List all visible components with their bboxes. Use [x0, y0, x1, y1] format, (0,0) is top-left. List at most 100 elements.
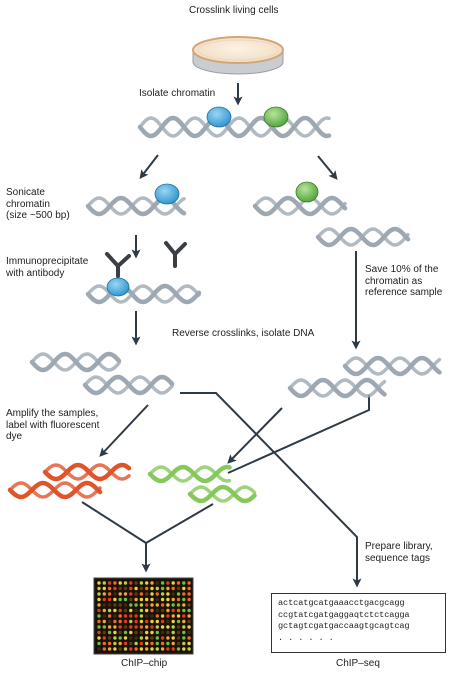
array-spot [134, 636, 138, 640]
array-spot [176, 625, 181, 629]
array-spot [118, 581, 122, 585]
array-spot [187, 608, 191, 613]
sequence-line: . . . . . . [278, 632, 334, 643]
array-spot [134, 597, 138, 602]
array-spot [134, 614, 138, 618]
array-spot [123, 625, 128, 629]
array-spot [129, 608, 133, 613]
array-spot [113, 586, 117, 591]
dna-helix-green-labeled [147, 464, 232, 484]
label-prepare-library: Prepare library, sequence tags [365, 541, 433, 564]
array-spot [166, 636, 170, 640]
array-spot [150, 597, 154, 602]
array-spot [155, 641, 159, 646]
dna-helix-red-labeled [42, 462, 132, 482]
array-spot [155, 630, 159, 635]
array-spot [150, 641, 154, 646]
array-spot [134, 641, 138, 646]
array-spot [134, 625, 138, 629]
array-spot [176, 581, 181, 585]
array-spot [166, 647, 170, 651]
array-spot [155, 614, 159, 618]
label-sonicate: Sonicate chromatin (size ~500 bp) [6, 187, 70, 221]
array-spot [113, 625, 117, 629]
array-spot [102, 603, 107, 607]
array-spot [160, 603, 165, 607]
array-spot [107, 603, 112, 607]
array-spot [97, 625, 101, 629]
array-spot [171, 647, 175, 651]
array-spot [155, 636, 159, 640]
array-spot [145, 592, 149, 596]
array-spot [145, 625, 149, 629]
array-spot [129, 592, 133, 596]
array-spot [134, 608, 138, 613]
array-spot [155, 597, 159, 602]
array-spot [145, 586, 149, 591]
array-spot [150, 625, 154, 629]
array-spot [118, 586, 122, 591]
array-spot [155, 586, 159, 591]
array-spot [182, 608, 186, 613]
array-spot [134, 630, 138, 635]
array-spot [145, 614, 149, 618]
array-spot [107, 625, 112, 629]
array-spot [97, 630, 101, 635]
array-spot [107, 619, 112, 624]
array-spot [160, 586, 165, 591]
array-spot [160, 608, 165, 613]
dna-helix-chromatin [137, 115, 332, 139]
array-spot [160, 625, 165, 629]
array-spot [123, 592, 128, 596]
array-spot [107, 581, 112, 585]
array-spot [102, 608, 107, 613]
array-spot [166, 619, 170, 624]
array-spot [182, 603, 186, 607]
array-spot [97, 641, 101, 646]
array-spot [171, 614, 175, 618]
array-spot [182, 619, 186, 624]
arrow-ref-to-green [227, 407, 283, 464]
array-spot [182, 581, 186, 585]
workflow-arrows [81, 83, 370, 588]
array-spot [150, 581, 154, 585]
array-spot [102, 641, 107, 646]
label-isolate-chromatin: Isolate chromatin [139, 88, 216, 99]
label-save-reference: Save 10% of the chromatin as reference s… [365, 264, 443, 298]
arrow-to-reference [317, 155, 338, 180]
array-spot [129, 641, 133, 646]
array-spot [187, 630, 191, 635]
antibody-icon [164, 241, 187, 268]
array-spot [150, 586, 154, 591]
array-spot [171, 619, 175, 624]
array-spot [118, 619, 122, 624]
array-spot [129, 586, 133, 591]
array-spot [171, 592, 175, 596]
array-spot [176, 630, 181, 635]
array-spot [97, 608, 101, 613]
array-spot [118, 630, 122, 635]
array-spot [107, 586, 112, 591]
array-spot [97, 581, 101, 585]
array-spot [107, 630, 112, 635]
array-spot [145, 641, 149, 646]
array-spot [129, 581, 133, 585]
array-spot [155, 608, 159, 613]
array-spot [187, 592, 191, 596]
array-spot [102, 614, 107, 618]
protein-green-icon [295, 181, 319, 203]
array-spot [171, 641, 175, 646]
array-spot [166, 603, 170, 607]
array-spot [107, 608, 112, 613]
array-spot [150, 619, 154, 624]
array-spot [102, 619, 107, 624]
array-spot [134, 603, 138, 607]
protein-blue-icon [106, 277, 130, 297]
array-spot [182, 614, 186, 618]
array-spot [176, 592, 181, 596]
array-spot [145, 608, 149, 613]
array-spot [139, 581, 144, 585]
array-spot [145, 647, 149, 651]
sequence-line: actcatgcatgaaacctgacgcagg [278, 598, 405, 608]
